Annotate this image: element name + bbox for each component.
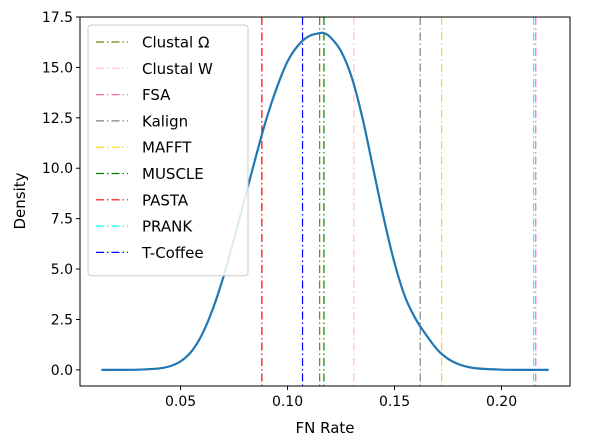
- legend-item-fsa: FSA: [96, 86, 171, 104]
- legend-item-kalign: Kalign: [96, 112, 188, 130]
- legend-label: Clustal W: [142, 60, 213, 78]
- y-tick-label: 5.0: [51, 262, 73, 278]
- legend-item-clustal-w: Clustal W: [96, 60, 213, 78]
- y-tick-label: 17.5: [42, 10, 73, 26]
- legend-label: Kalign: [142, 112, 188, 130]
- legend-label: MUSCLE: [142, 165, 204, 183]
- legend-item-muscle: MUSCLE: [96, 165, 204, 183]
- y-tick-label: 10.0: [42, 161, 73, 177]
- legend-item-prank: PRANK: [96, 218, 193, 236]
- legend-label: Clustal Ω: [142, 34, 209, 52]
- legend-label: MAFFT: [142, 139, 192, 157]
- legend: Clustal Ω Clustal W FSA Kalign MAFFT MUSCLE PA…: [87, 24, 249, 277]
- y-axis-ticks: 0.0 2.5 5.0 7.5 10.0 12.5 15.0 17.5: [42, 10, 80, 379]
- method-lines: [261, 17, 537, 386]
- legend-label: PASTA: [142, 191, 189, 209]
- y-axis-label: Density: [11, 172, 29, 229]
- x-axis-ticks: 0.05 0.10 0.15 0.20: [165, 386, 517, 410]
- legend-label: T-Coffee: [141, 244, 204, 262]
- x-tick-label: 0.20: [486, 394, 517, 410]
- legend-box: [87, 24, 249, 277]
- legend-item-t-coffee: T-Coffee: [96, 244, 204, 262]
- y-tick-label: 7.5: [51, 212, 73, 228]
- plot-frame: [79, 16, 571, 387]
- legend-item-pasta: PASTA: [96, 191, 189, 209]
- y-tick-label: 15.0: [42, 60, 73, 76]
- x-tick-label: 0.10: [272, 394, 303, 410]
- density-curve: [101, 31, 549, 371]
- legend-item-clustal: Clustal Ω: [96, 34, 209, 52]
- y-tick-label: 0.0: [51, 363, 73, 379]
- density-curve-group: [101, 31, 549, 371]
- y-tick-label: 12.5: [42, 111, 73, 127]
- legend-label: PRANK: [142, 218, 193, 236]
- legend-label: FSA: [142, 86, 171, 104]
- x-axis-label: FN Rate: [295, 419, 354, 437]
- x-tick-label: 0.05: [165, 394, 196, 410]
- legend-item-mafft: MAFFT: [96, 139, 192, 157]
- y-tick-label: 2.5: [51, 312, 73, 328]
- x-tick-label: 0.15: [379, 394, 410, 410]
